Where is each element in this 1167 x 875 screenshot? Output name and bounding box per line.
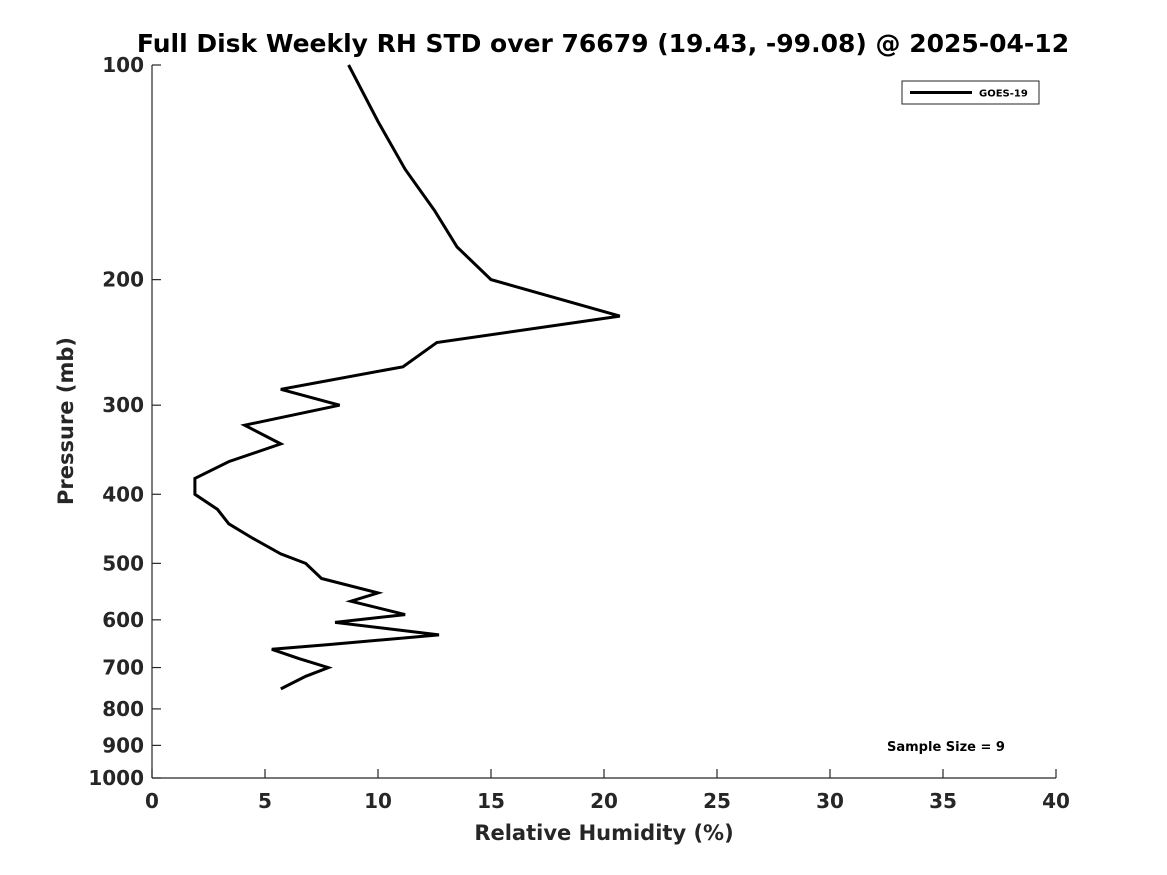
y-tick-label: 1000 bbox=[88, 766, 144, 790]
x-tick-label: 5 bbox=[258, 789, 272, 813]
y-tick-label: 700 bbox=[102, 656, 144, 680]
y-tick-label: 100 bbox=[102, 53, 144, 77]
y-axis-ticks: 100 200 300 400 500 600 700 800 900 1000 bbox=[88, 53, 161, 790]
y-tick-label: 400 bbox=[102, 482, 144, 506]
y-tick-label: 300 bbox=[102, 393, 144, 417]
x-tick-label: 20 bbox=[590, 789, 618, 813]
x-tick-label: 25 bbox=[703, 789, 731, 813]
series-line-goes-19 bbox=[193, 64, 621, 691]
y-tick-label: 500 bbox=[102, 551, 144, 575]
x-tick-label: 30 bbox=[816, 789, 844, 813]
x-axis-label: Relative Humidity (%) bbox=[474, 821, 733, 845]
legend: GOES-19 bbox=[901, 80, 1040, 105]
x-axis-ticks: 0 5 10 15 20 25 30 35 40 bbox=[145, 769, 1070, 813]
chart-title: Full Disk Weekly RH STD over 76679 (19.4… bbox=[137, 29, 1069, 58]
x-tick-label: 10 bbox=[364, 789, 392, 813]
y-tick-label: 200 bbox=[102, 268, 144, 292]
x-tick-label: 35 bbox=[929, 789, 957, 813]
x-tick-label: 15 bbox=[477, 789, 505, 813]
legend-label-goes-19: GOES-19 bbox=[979, 89, 1028, 100]
y-tick-label: 600 bbox=[102, 608, 144, 632]
series-group bbox=[193, 64, 621, 691]
x-tick-label: 0 bbox=[145, 789, 159, 813]
plot-area bbox=[152, 65, 1056, 778]
y-tick-label: 800 bbox=[102, 697, 144, 721]
x-tick-label: 40 bbox=[1042, 789, 1070, 813]
y-axis-label: Pressure (mb) bbox=[54, 337, 78, 505]
sample-size-annotation: Sample Size = 9 bbox=[887, 740, 1005, 755]
y-tick-label: 900 bbox=[102, 733, 144, 757]
